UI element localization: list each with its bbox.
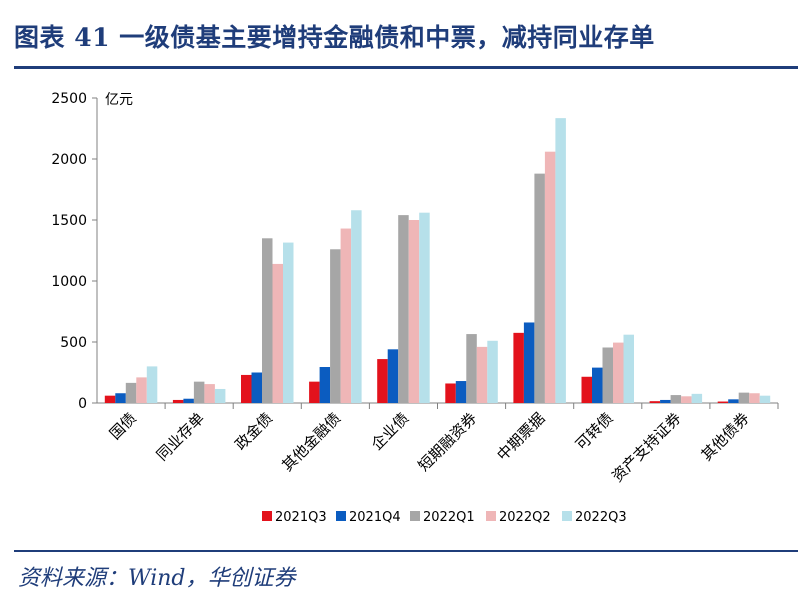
y-tick-label: 0: [78, 396, 87, 412]
bar-2022Q2: [613, 342, 624, 403]
bar-2021Q4: [115, 393, 126, 403]
x-tick-label: 同业存单: [153, 409, 208, 464]
bar-2022Q3: [623, 334, 634, 403]
legend-swatch-2022Q2: [486, 511, 496, 521]
bar-2022Q3: [691, 393, 703, 403]
report-header: 图表 41 一级债基主要增持金融债和中票，减持同业存单: [0, 0, 812, 70]
bar-2022Q3: [351, 210, 362, 403]
bar-2022Q3: [146, 366, 158, 403]
bar-2021Q4: [183, 398, 194, 403]
x-tick-label: 政金债: [232, 409, 277, 454]
x-tick-label: 短期融资券: [415, 409, 481, 475]
bar-2021Q4: [523, 322, 535, 403]
x-tick-label: 国债: [106, 409, 140, 443]
y-unit-label: 亿元: [105, 92, 133, 108]
bar-2022Q3: [214, 388, 226, 403]
footer-divider: [14, 550, 798, 552]
bar-2021Q3: [649, 401, 661, 403]
bar-2022Q2: [272, 263, 283, 403]
bar-2021Q3: [172, 399, 184, 403]
bar-2022Q2: [681, 396, 692, 403]
bar-2022Q1: [466, 334, 477, 403]
y-tick-label: 2000: [51, 152, 87, 168]
bar-2021Q4: [592, 367, 603, 403]
legend-label: 2022Q1: [423, 510, 475, 525]
chart-container: 0 500 1000 1500 2000 2500 亿元国债 同业存单 政金债 其他金融债 企业债短…: [0, 72, 812, 548]
bar-2021Q3: [717, 401, 729, 403]
bar-2021Q4: [455, 381, 467, 403]
legend-swatch-2022Q1: [410, 511, 420, 521]
x-tick-label: 其他债券: [698, 409, 753, 464]
legend-label: 2021Q3: [275, 510, 327, 525]
bar-2022Q1: [262, 238, 273, 403]
legend-label: 2021Q4: [349, 510, 401, 525]
bar-2022Q1: [330, 249, 341, 403]
bar-2022Q3: [283, 242, 294, 403]
bar-2022Q1: [534, 173, 545, 403]
bar-2022Q1: [125, 382, 137, 403]
legend-swatch-2021Q4: [336, 511, 346, 521]
legend-label: 2022Q2: [499, 510, 551, 525]
bar-2022Q2: [340, 228, 352, 403]
bar-2022Q2: [136, 377, 147, 403]
bar-2021Q3: [581, 376, 592, 403]
bar-2022Q1: [738, 392, 750, 403]
x-tick-label: 可转债: [572, 409, 617, 454]
bar-2021Q4: [319, 367, 331, 403]
bar-2021Q4: [728, 399, 739, 403]
legend-swatch-2022Q3: [562, 511, 572, 521]
x-tick-label: 企业债: [368, 409, 413, 454]
bar-2021Q3: [513, 332, 524, 403]
bar-2021Q3: [241, 374, 252, 403]
y-tick-label: 1500: [51, 213, 87, 229]
bar-2022Q3: [759, 395, 771, 403]
bar-2021Q3: [377, 359, 388, 403]
bar-2021Q3: [445, 383, 456, 403]
bar-2022Q2: [408, 220, 420, 403]
bar-chart: 0 500 1000 1500 2000 2500 亿元国债 同业存单 政金债 其他金融债 企业债短…: [51, 91, 779, 525]
x-tick-label: 中期票据: [493, 409, 548, 464]
source-note: 资料来源：Wind，华创证券: [18, 566, 296, 591]
bar-2021Q4: [251, 372, 262, 403]
bar-2021Q3: [104, 395, 116, 403]
x-tick-label: 其他金融债: [278, 409, 344, 475]
x-tick-label: 资产支持证券: [608, 409, 684, 485]
bar-2022Q2: [749, 393, 760, 403]
bar-2021Q4: [660, 399, 671, 403]
bar-2022Q1: [602, 347, 613, 403]
bar-2022Q1: [670, 395, 682, 403]
legend-label: 2022Q3: [575, 510, 627, 525]
bar-2022Q3: [555, 118, 566, 403]
bar-2022Q3: [487, 340, 498, 403]
bar-2022Q3: [419, 212, 430, 403]
y-tick-label: 1000: [51, 274, 87, 290]
bar-2022Q2: [204, 384, 215, 403]
bar-2022Q1: [193, 381, 205, 403]
bar-2022Q2: [544, 151, 556, 403]
legend-swatch-2021Q3: [262, 511, 272, 521]
bar-2022Q1: [398, 215, 409, 403]
y-tick-label: 2500: [51, 91, 87, 107]
y-tick-label: 500: [60, 335, 87, 351]
bar-2021Q3: [309, 381, 320, 403]
bar-2021Q4: [387, 349, 399, 403]
header-divider: [14, 66, 798, 69]
figure-title: 图表 41 一级债基主要增持金融债和中票，减持同业存单: [14, 23, 655, 52]
bar-2022Q2: [476, 346, 488, 403]
